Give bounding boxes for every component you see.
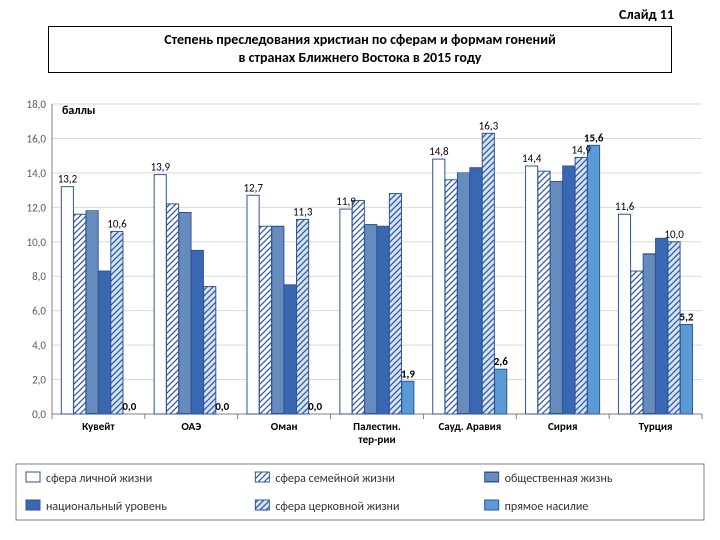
svg-text:12,0: 12,0 <box>27 201 47 214</box>
bar <box>389 194 401 414</box>
data-label: 14,8 <box>429 145 449 158</box>
data-label: 0,0 <box>308 400 322 413</box>
bar <box>656 238 668 414</box>
bar <box>340 209 352 414</box>
bar <box>111 231 123 414</box>
data-label: 11,6 <box>615 200 635 213</box>
svg-text:18,0: 18,0 <box>27 98 47 111</box>
legend-label: общественная жизнь <box>505 472 613 486</box>
bar <box>179 213 191 415</box>
x-tick-label: Оман <box>271 420 298 433</box>
bar <box>272 226 284 414</box>
legend-swatch <box>26 500 40 510</box>
bar <box>457 173 469 414</box>
data-label: 5,2 <box>680 310 694 323</box>
bar <box>352 200 364 414</box>
bar <box>74 214 86 414</box>
bar <box>98 271 110 414</box>
legend-label: прямое насилие <box>505 500 589 514</box>
bar <box>680 324 692 414</box>
bar <box>61 187 73 414</box>
bar <box>445 180 457 414</box>
x-tick-label: Сирия <box>548 420 577 433</box>
bar <box>86 211 98 414</box>
data-label: 0,0 <box>122 400 136 413</box>
svg-text:8,0: 8,0 <box>32 270 46 283</box>
bar <box>297 219 309 414</box>
data-label: 14,4 <box>522 152 542 165</box>
x-tick-label: Сауд. Аравия <box>438 420 501 433</box>
x-tick-label: Палестин. <box>353 420 401 433</box>
bar <box>538 171 550 414</box>
data-label: 0,0 <box>215 400 229 413</box>
legend-label: национальный уровень <box>46 500 167 514</box>
bar <box>365 225 377 414</box>
legend-swatch <box>485 472 499 482</box>
bar <box>259 226 271 414</box>
svg-text:0,0: 0,0 <box>32 408 46 421</box>
bar <box>631 271 643 414</box>
svg-text:баллы: баллы <box>62 104 95 118</box>
bar <box>575 157 587 414</box>
data-label: 1,9 <box>401 367 415 380</box>
chart-title-box: Степень преследования христиан по сферам… <box>48 26 672 73</box>
svg-text:4,0: 4,0 <box>32 339 46 352</box>
bar <box>284 285 296 414</box>
chart-container: 0,0 2,0 4,0 6,0 8,0 10,0 12,0 14,0 16,0 18,0 баллы… <box>8 96 712 530</box>
data-label: 11,3 <box>293 205 313 218</box>
legend-label: сфера церковной жизни <box>275 500 399 514</box>
bar <box>191 250 203 414</box>
bar <box>643 254 655 414</box>
bar <box>563 166 575 414</box>
bar <box>482 133 494 414</box>
bar <box>204 287 216 414</box>
data-label: 13,2 <box>58 173 78 186</box>
bar <box>154 175 166 414</box>
x-tick-label: Турция <box>639 420 673 433</box>
legend: сфера личной жизни сфера семейной жизни об… <box>16 464 704 520</box>
bar <box>526 166 538 414</box>
data-label: 14,9 <box>572 143 592 156</box>
bar <box>587 145 599 414</box>
data-label: 12,7 <box>243 181 263 194</box>
x-tick-label: ОАЭ <box>181 420 201 433</box>
legend-swatch <box>255 472 269 482</box>
bar <box>167 204 179 414</box>
bar <box>247 195 259 414</box>
legend-swatch <box>485 500 499 510</box>
legend-swatch <box>255 500 269 510</box>
legend-label: сфера личной жизни <box>46 472 152 486</box>
data-label: 16,3 <box>479 119 499 132</box>
data-label: 15,6 <box>584 131 604 144</box>
data-label: 2,6 <box>494 355 508 368</box>
bar <box>433 159 445 414</box>
svg-text:10,0: 10,0 <box>27 236 47 249</box>
slide: Слайд 11 Степень преследования христиан … <box>0 0 720 540</box>
data-label: 10,6 <box>107 217 127 230</box>
legend-label: сфера семейной жизни <box>275 472 395 486</box>
svg-text:14,0: 14,0 <box>27 167 47 180</box>
slide-number: Слайд 11 <box>619 6 674 23</box>
svg-text:2,0: 2,0 <box>32 374 46 387</box>
x-tick-label: тер-рии <box>358 433 395 446</box>
bar <box>402 381 414 414</box>
bar <box>377 226 389 414</box>
data-label: 11,9 <box>336 195 356 208</box>
bar-chart: 0,0 2,0 4,0 6,0 8,0 10,0 12,0 14,0 16,0 18,0 баллы… <box>8 96 712 526</box>
bar <box>470 168 482 414</box>
x-tick-label: Кувейт <box>82 420 115 433</box>
bar <box>618 214 630 414</box>
bar <box>668 242 680 414</box>
legend-swatch <box>26 472 40 482</box>
data-label: 13,9 <box>151 161 171 174</box>
svg-text:16,0: 16,0 <box>27 132 47 145</box>
svg-text:6,0: 6,0 <box>32 305 46 318</box>
chart-title-line1: Степень преследования христиан по сферам… <box>57 31 663 49</box>
bar <box>550 182 562 415</box>
chart-title-line2: в странах Ближнего Востока в 2015 году <box>57 49 663 67</box>
data-label: 10,0 <box>664 228 684 241</box>
bar <box>495 369 507 414</box>
